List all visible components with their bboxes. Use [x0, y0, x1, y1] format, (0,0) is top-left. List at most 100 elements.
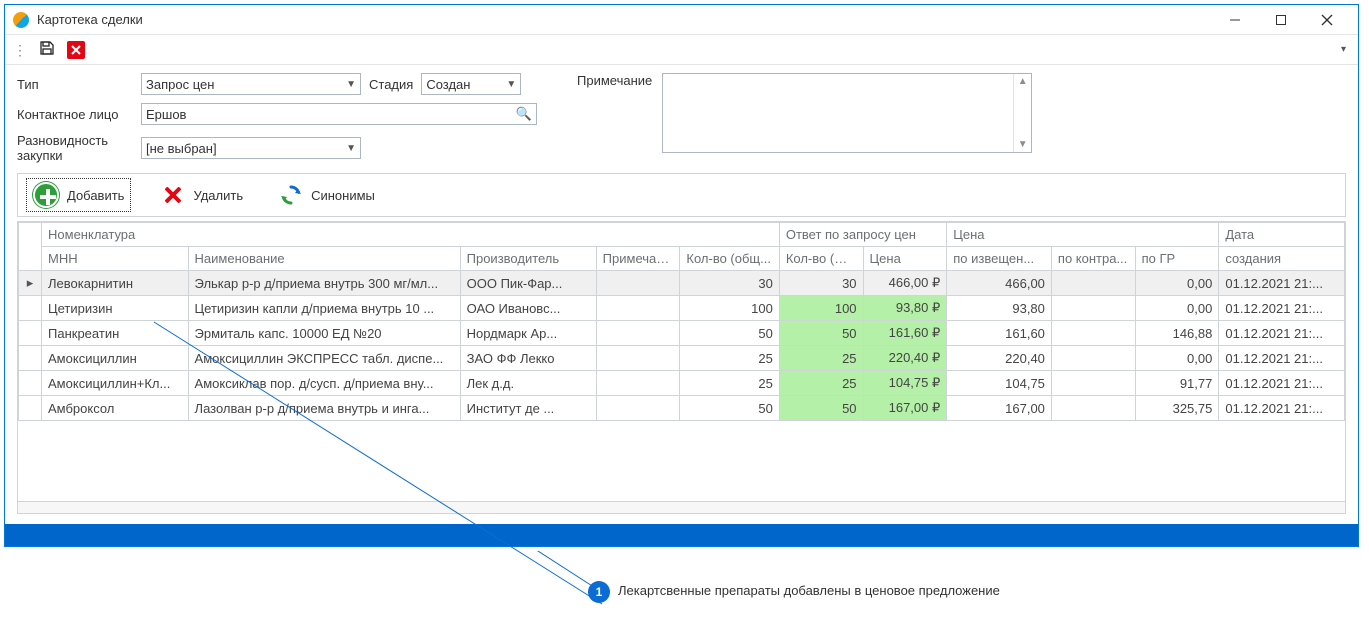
refresh-icon: [279, 183, 303, 207]
col-group-price[interactable]: Цена: [947, 223, 1219, 247]
cell-by-gr: 325,75: [1135, 396, 1219, 421]
col-qty-actual[interactable]: Кол-во (фак...: [779, 247, 863, 271]
table-row[interactable]: ▸ЛевокарнитинЭлькар р-р д/приема внутрь …: [19, 271, 1345, 296]
col-group-date[interactable]: Дата: [1219, 223, 1345, 247]
cell-date: 01.12.2021 21:...: [1219, 346, 1345, 371]
cell-date: 01.12.2021 21:...: [1219, 271, 1345, 296]
type-combo[interactable]: Запрос цен ▼: [141, 73, 361, 95]
minimize-button[interactable]: [1212, 5, 1258, 35]
type-label: Тип: [17, 77, 137, 92]
cell-mnn: Амоксициллин+Кл...: [42, 371, 189, 396]
add-label: Добавить: [67, 188, 124, 203]
x-icon: [70, 44, 82, 56]
cell-by-gr: 146,88: [1135, 321, 1219, 346]
col-name[interactable]: Наименование: [188, 247, 460, 271]
cell-qty-actual: 25: [779, 346, 863, 371]
cell-qty-actual: 50: [779, 321, 863, 346]
chevron-down-icon: ▼: [500, 79, 516, 90]
variety-label: Разновидность закупки: [17, 133, 137, 163]
col-qty-total[interactable]: Кол-во (общ...: [680, 247, 779, 271]
cell-name: Лазолван р-р д/приема внутрь и инга...: [188, 396, 460, 421]
scroll-up-icon: ▲: [1018, 76, 1028, 87]
maximize-button[interactable]: [1258, 5, 1304, 35]
variety-combo[interactable]: [не выбран] ▼: [141, 137, 361, 159]
cell-producer: ЗАО ФФ Лекко: [460, 346, 596, 371]
cell-price: 466,00 ₽: [863, 271, 947, 296]
cell-mnn: Цетиризин: [42, 296, 189, 321]
toolbar-grip: ⋮: [13, 43, 27, 57]
delete-button[interactable]: Удалить: [155, 180, 249, 210]
col-group-nomenclature[interactable]: Номенклатура: [42, 223, 780, 247]
cell-mnn: Амоксициллин: [42, 346, 189, 371]
save-button[interactable]: [39, 40, 55, 59]
col-group-answer[interactable]: Ответ по запросу цен: [779, 223, 946, 247]
cell-note: [596, 296, 680, 321]
cell-by-gr: 0,00: [1135, 296, 1219, 321]
row-marker: [19, 396, 42, 421]
annotation-text: Лекартсвенные препараты добавлены в цено…: [618, 583, 1000, 598]
cell-date: 01.12.2021 21:...: [1219, 371, 1345, 396]
close-button[interactable]: [1304, 5, 1350, 35]
cell-mnn: Амброксол: [42, 396, 189, 421]
cell-qty-total: 50: [680, 396, 779, 421]
note-textarea[interactable]: ▲ ▼: [662, 73, 1032, 153]
cell-qty-actual: 30: [779, 271, 863, 296]
synonyms-button[interactable]: Синонимы: [273, 180, 381, 210]
toolbar-overflow[interactable]: ▾: [1341, 44, 1350, 55]
row-marker: [19, 371, 42, 396]
cell-by-notice: 93,80: [947, 296, 1052, 321]
row-marker: [19, 321, 42, 346]
search-icon[interactable]: 🔍: [516, 106, 532, 122]
cell-by-contract: [1051, 296, 1135, 321]
cell-note: [596, 271, 680, 296]
cell-by-notice: 104,75: [947, 371, 1052, 396]
synonyms-label: Синонимы: [311, 188, 375, 203]
form-area: Тип Запрос цен ▼ Стадия Создан ▼ Контакт…: [5, 65, 1358, 173]
cell-by-contract: [1051, 396, 1135, 421]
x-red-icon: [161, 183, 185, 207]
col-mnn[interactable]: МНН: [42, 247, 189, 271]
table-row[interactable]: ЦетиризинЦетиризин капли д/приема внутрь…: [19, 296, 1345, 321]
cell-by-contract: [1051, 346, 1135, 371]
table-row[interactable]: ПанкреатинЭрмиталь капс. 10000 ЕД №20Нор…: [19, 321, 1345, 346]
cell-name: Амоксиклав пор. д/сусп. д/приема вну...: [188, 371, 460, 396]
add-button[interactable]: Добавить: [26, 178, 131, 212]
note-scrollbar[interactable]: ▲ ▼: [1013, 74, 1031, 152]
cell-note: [596, 346, 680, 371]
grid-horizontal-scrollbar[interactable]: [18, 501, 1345, 513]
cell-by-gr: 0,00: [1135, 346, 1219, 371]
table-row[interactable]: Амоксициллин+Кл...Амоксиклав пор. д/сусп…: [19, 371, 1345, 396]
titlebar: Картотека сделки: [5, 5, 1358, 35]
col-created[interactable]: создания: [1219, 247, 1345, 271]
table-row[interactable]: АмброксолЛазолван р-р д/приема внутрь и …: [19, 396, 1345, 421]
close-icon: [1321, 14, 1333, 26]
cell-producer: ОАО Ивановс...: [460, 296, 596, 321]
data-grid[interactable]: Номенклатура Ответ по запросу цен Цена Д…: [17, 221, 1346, 514]
col-by-notice[interactable]: по извещен...: [947, 247, 1052, 271]
contact-input[interactable]: Ершов 🔍: [141, 103, 537, 125]
annotation-badge: 1: [588, 581, 610, 603]
chevron-down-icon: ▼: [340, 143, 356, 154]
annotation-overlay: 1 Лекартсвенные препараты добавлены в це…: [0, 551, 1369, 606]
maximize-icon: [1275, 14, 1287, 26]
col-by-gr[interactable]: по ГР: [1135, 247, 1219, 271]
top-toolbar: ⋮ ▾: [5, 35, 1358, 65]
delete-red-button[interactable]: [67, 41, 85, 59]
statusbar: [5, 524, 1358, 546]
window-title: Картотека сделки: [37, 12, 143, 27]
col-producer[interactable]: Производитель: [460, 247, 596, 271]
cell-qty-total: 100: [680, 296, 779, 321]
delete-label: Удалить: [193, 188, 243, 203]
table-row[interactable]: АмоксициллинАмоксициллин ЭКСПРЕСС табл. …: [19, 346, 1345, 371]
chevron-down-icon: ▼: [340, 79, 356, 90]
cell-price: 93,80 ₽: [863, 296, 947, 321]
col-by-contract[interactable]: по контра...: [1051, 247, 1135, 271]
cell-by-contract: [1051, 321, 1135, 346]
cell-date: 01.12.2021 21:...: [1219, 396, 1345, 421]
col-note[interactable]: Примечание: [596, 247, 680, 271]
cell-mnn: Панкреатин: [42, 321, 189, 346]
col-price[interactable]: Цена: [863, 247, 947, 271]
cell-by-notice: 161,60: [947, 321, 1052, 346]
stage-combo[interactable]: Создан ▼: [421, 73, 521, 95]
row-marker: [19, 296, 42, 321]
